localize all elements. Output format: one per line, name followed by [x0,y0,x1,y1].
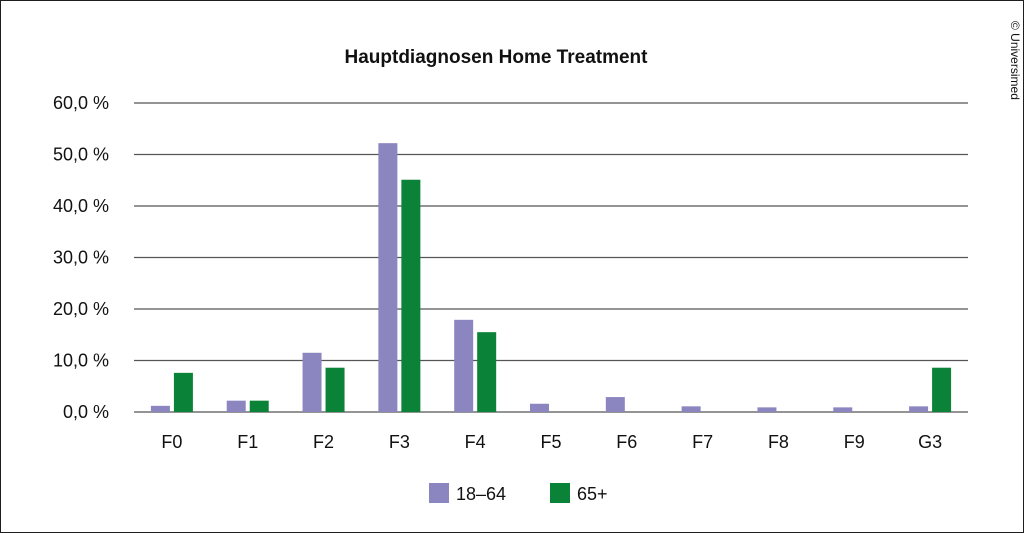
bar-F1-series-2 [249,400,269,412]
y-tick-label: 40,0 % [53,196,109,216]
bar-F3-series-2 [401,179,421,412]
bar-F6-series-1 [605,397,625,412]
x-tick-label: F4 [465,432,486,452]
bar-F2-series-1 [302,352,322,412]
bar-F5-series-1 [530,403,549,412]
x-tick-label: F5 [540,432,561,452]
bar-G3-series-1 [909,406,929,412]
legend: 18–64 65+ [429,483,608,504]
legend-swatch [550,483,570,503]
x-tick-label: F0 [161,432,182,452]
y-axis-labels: 0,0 % 10,0 % 20,0 % 30,0 % 40,0 % 50,0 % 60,0 … [53,93,109,422]
y-tick-label: 10,0 % [53,351,109,371]
y-tick-label: 30,0 % [53,248,109,268]
y-tick-label: 50,0 % [53,145,109,165]
bar-G3-series-2 [932,367,952,412]
x-tick-label: F9 [844,432,865,452]
x-tick-label: G3 [918,432,942,452]
bar-F8-series-1 [757,407,777,412]
y-tick-label: 20,0 % [53,299,109,319]
bar-F0-series-1 [150,405,170,412]
copyright-notice: © Universimed [1008,21,1022,100]
x-tick-label: F6 [616,432,637,452]
bar-F3-series-1 [378,143,398,413]
bar-F9-series-1 [833,407,853,412]
x-tick-label: F2 [313,432,334,452]
bar-F4-series-2 [477,332,497,412]
legend-swatch [429,483,449,503]
x-tick-label: F1 [237,432,258,452]
bar-F0-series-2 [173,372,193,412]
x-tick-label: F7 [692,432,713,452]
x-tick-label: F3 [389,432,410,452]
bar-F1-series-1 [226,400,246,412]
legend-label: 18–64 [456,484,506,504]
y-tick-label: 60,0 % [53,93,109,113]
bar-F7-series-1 [681,406,701,412]
chart-title: Hauptdiagnosen Home Treatment [345,47,649,68]
bars [150,143,952,413]
x-axis-labels: F0 F1 F2 F3 F4 F5 F6 F7 F8 F9 G3 [161,432,942,452]
y-tick-label: 0,0 % [63,402,109,422]
bar-F2-series-2 [325,367,345,412]
gridlines [134,102,968,413]
bar-F4-series-1 [454,319,474,412]
legend-label: 65+ [577,484,608,504]
x-tick-label: F8 [768,432,789,452]
